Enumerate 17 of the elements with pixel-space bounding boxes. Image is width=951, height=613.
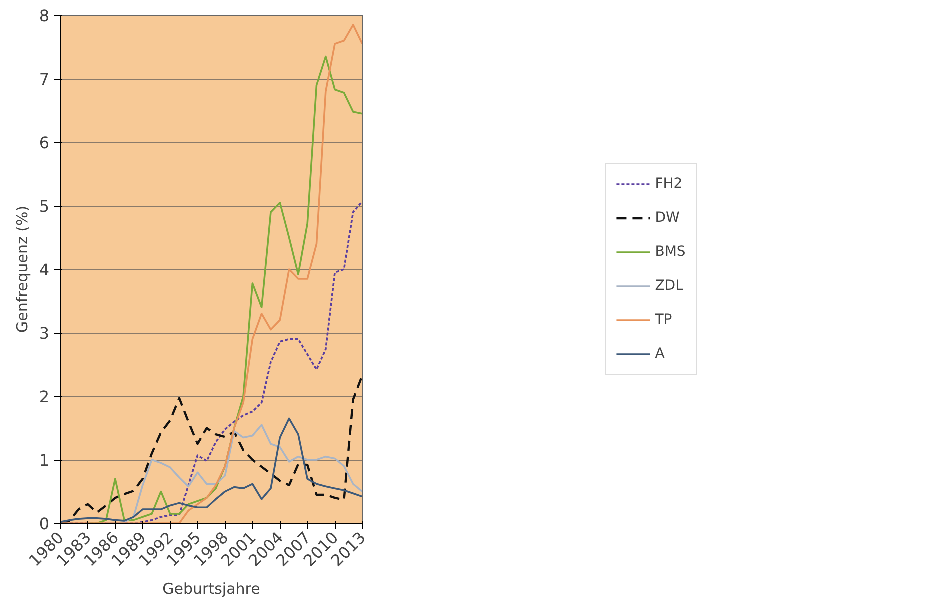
legend-label: TP bbox=[655, 312, 674, 328]
y-tick-label: 8 bbox=[39, 6, 50, 26]
y-tick-label: 4 bbox=[39, 260, 50, 280]
y-tick-label: 1 bbox=[39, 451, 50, 470]
legend-label: DW bbox=[655, 210, 680, 226]
y-axis-title: Genfrequenz (%) bbox=[13, 206, 32, 334]
y-tick-label: 0 bbox=[39, 514, 50, 534]
legend-label: A bbox=[655, 346, 666, 362]
y-tick-label: 7 bbox=[39, 70, 50, 89]
legend-label: FH2 bbox=[655, 176, 683, 192]
y-tick-label: 6 bbox=[39, 134, 50, 152]
y-tick-label: 2 bbox=[39, 388, 50, 406]
legend-label: ZDL bbox=[655, 278, 684, 294]
y-tick-label: 3 bbox=[39, 324, 50, 343]
legend-label: BMS bbox=[655, 244, 686, 260]
y-tick-label: 5 bbox=[39, 197, 50, 216]
x-axis-title: Geburtsjahre bbox=[162, 580, 260, 598]
